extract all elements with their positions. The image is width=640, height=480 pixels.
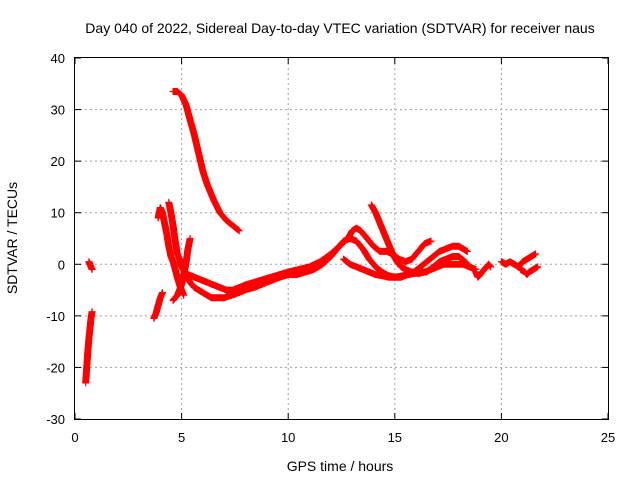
- y-tick-label: 40: [51, 51, 65, 66]
- plus-marker: [497, 250, 539, 271]
- x-axis-label: GPS time / hours: [287, 458, 394, 474]
- plus-marker: [517, 263, 542, 279]
- series-arc-b: [85, 258, 96, 273]
- plus-marker: [367, 201, 480, 278]
- series-arc-g: [169, 88, 243, 235]
- plus-marker: [169, 88, 243, 235]
- chart-title: Day 040 of 2022, Sidereal Day-to-day VTE…: [85, 20, 594, 36]
- series-arc-k: [367, 201, 480, 278]
- x-tick-label: 5: [178, 430, 185, 445]
- y-tick-label: -30: [46, 412, 65, 427]
- data-points: [82, 88, 542, 387]
- series-arc-l: [472, 260, 495, 281]
- x-tick-label: 25: [601, 430, 615, 445]
- series-arc-i: [184, 224, 435, 294]
- y-tick-label: 0: [58, 257, 65, 272]
- y-tick-label: 20: [51, 154, 65, 169]
- plus-marker: [82, 308, 96, 387]
- plus-marker: [184, 224, 435, 294]
- plot-frame: [74, 57, 609, 420]
- y-axis-label: SDTVAR / TECUs: [4, 182, 20, 294]
- series-arc-c: [150, 289, 166, 322]
- x-tick-label: 15: [388, 430, 402, 445]
- x-tick-label: 10: [281, 430, 295, 445]
- plus-marker: [85, 258, 96, 273]
- axis-ticks: 0 5 10 15 20 25 -30 -20 -10 0 10 20 30 40: [46, 51, 615, 445]
- y-tick-label: 30: [51, 103, 65, 118]
- y-tick-label: 10: [51, 206, 65, 221]
- series-arc-m: [497, 250, 539, 271]
- x-tick-label: 20: [494, 430, 508, 445]
- plus-marker: [150, 289, 166, 322]
- y-tick-label: -20: [46, 360, 65, 375]
- grid: [75, 58, 608, 419]
- x-tick-label: 0: [71, 430, 78, 445]
- series-arc-a: [82, 308, 96, 387]
- y-tick-label: -10: [46, 309, 65, 324]
- plus-marker: [472, 260, 495, 281]
- plus-marker: [165, 198, 186, 266]
- series-arc-e: [165, 198, 186, 266]
- series-arc-n: [517, 263, 542, 279]
